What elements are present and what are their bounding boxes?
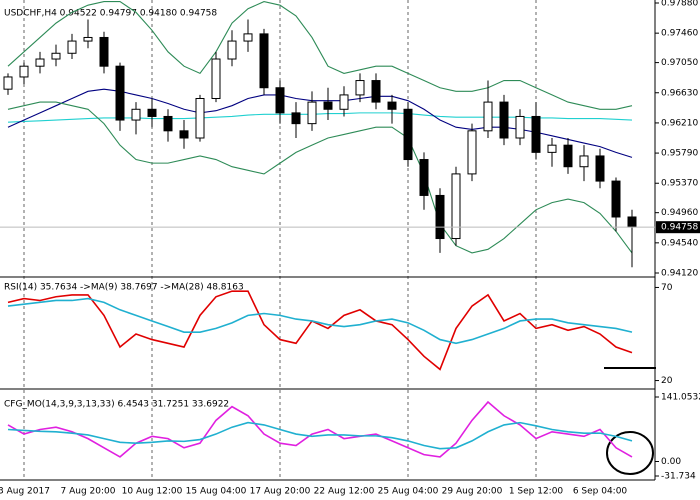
candle-body xyxy=(163,115,173,132)
candle-body xyxy=(595,155,605,182)
y-tick-label: 0.94540 xyxy=(661,238,698,248)
candle-body xyxy=(515,115,525,139)
y-tick-label: 0.97460 xyxy=(661,29,698,39)
candle-body xyxy=(339,94,349,110)
y-tick-label: 0.94960 xyxy=(661,208,698,218)
candle-body xyxy=(403,108,413,161)
y-tick-label: 0.94120 xyxy=(661,269,698,279)
candle-body xyxy=(451,173,461,240)
panel-title: CFG_MO(14,3,9,3,13,33) 6.4543 31.7251 33… xyxy=(4,400,229,410)
candle-body xyxy=(35,58,45,67)
candle-body xyxy=(371,80,381,103)
x-tick-label: 6 Sep 04:00 xyxy=(573,487,628,497)
candle-body xyxy=(547,144,557,153)
indicator-line xyxy=(7,400,633,458)
y-tick-label: 0.96210 xyxy=(661,118,698,128)
candle-body xyxy=(179,130,189,139)
drawn-circle xyxy=(606,431,654,475)
candle-body xyxy=(67,40,77,54)
candle-body xyxy=(531,115,541,153)
panel-title: RSI(14) 35.7634 ->MA(9) 38.7697 ->MA(28)… xyxy=(4,283,244,293)
x-tick-label: 22 Aug 12:00 xyxy=(314,487,375,497)
candle-body xyxy=(563,144,573,168)
y-tick-label: 0.00 xyxy=(661,457,681,467)
x-tick-label: 10 Aug 12:00 xyxy=(122,487,183,497)
candle-body xyxy=(611,180,621,218)
panel-title: USDCHF,H4 0.94522 0.94797 0.94180 0.9475… xyxy=(4,9,217,19)
y-tick-label: 0.97880 xyxy=(661,0,698,9)
y-tick-label: 0.95370 xyxy=(661,179,698,189)
candle-body xyxy=(147,108,157,117)
x-tick-label: 29 Aug 20:00 xyxy=(442,487,503,497)
indicator-line xyxy=(7,112,633,123)
indicator-line xyxy=(7,0,633,110)
current-price-label: 0.94758 xyxy=(661,223,698,233)
candle-body xyxy=(211,58,221,100)
candle-body xyxy=(19,65,29,78)
indicator-line xyxy=(7,297,633,345)
y-tick-label: 0.97050 xyxy=(661,58,698,68)
indicator-line xyxy=(7,101,633,254)
candle-body xyxy=(83,36,93,42)
x-tick-label: 3 Aug 2017 xyxy=(0,487,50,497)
indicator-line xyxy=(7,290,633,371)
candle-body xyxy=(419,159,429,196)
x-tick-label: 17 Aug 20:00 xyxy=(250,487,311,497)
candle-body xyxy=(99,36,109,67)
candle-body xyxy=(195,98,205,139)
y-tick-label: -31.734 xyxy=(661,472,696,482)
x-tick-label: 1 Sep 12:00 xyxy=(509,487,564,497)
candle-body xyxy=(627,216,637,228)
y-tick-label: 141.0532 xyxy=(661,393,700,403)
x-tick-label: 15 Aug 04:00 xyxy=(186,487,247,497)
x-tick-label: 25 Aug 04:00 xyxy=(378,487,439,497)
candle-body xyxy=(3,76,13,90)
candle-body xyxy=(355,80,365,96)
candle-body xyxy=(115,65,125,121)
candle-body xyxy=(259,33,269,89)
candle-body xyxy=(579,155,589,168)
y-tick-label: 0.95790 xyxy=(661,149,698,159)
candle-body xyxy=(291,112,301,125)
y-tick-label: 20 xyxy=(661,376,673,386)
y-tick-label: 0.96630 xyxy=(661,88,698,98)
candle-body xyxy=(51,52,61,60)
indicator-line xyxy=(7,88,633,158)
candle-body xyxy=(227,40,237,60)
candle-body xyxy=(131,108,141,121)
y-tick-label: 70 xyxy=(661,283,673,293)
candle-body xyxy=(243,33,253,42)
candle-body xyxy=(307,101,317,125)
x-tick-label: 7 Aug 20:00 xyxy=(61,487,116,497)
candle-body xyxy=(387,101,397,110)
candle-body xyxy=(275,87,285,114)
current-price-box xyxy=(656,221,700,234)
candle-body xyxy=(467,130,477,175)
candle-body xyxy=(435,194,445,240)
candle-body xyxy=(323,101,333,110)
candle-body xyxy=(483,101,493,132)
indicator-line xyxy=(7,421,633,450)
candle-body xyxy=(499,101,509,139)
